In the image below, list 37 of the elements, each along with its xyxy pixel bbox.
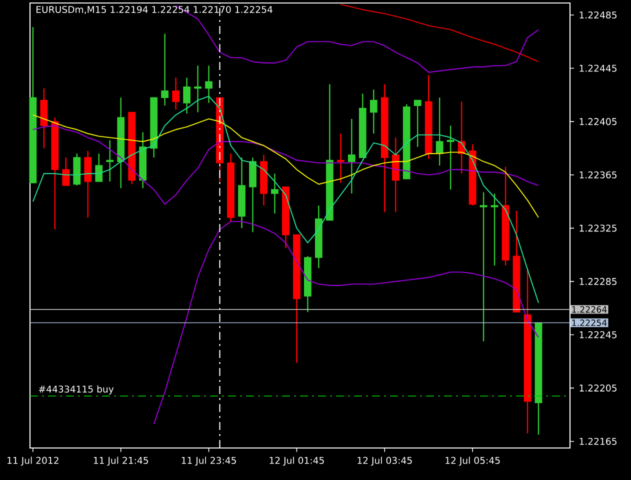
candlestick (183, 77, 190, 114)
candlestick (106, 140, 114, 182)
x-tick-label: 11 Jul 23:45 (182, 456, 236, 466)
ref-line-label: #44334115 buy (38, 385, 114, 394)
candlestick (95, 152, 103, 182)
candlestick (370, 89, 378, 134)
candlestick (480, 192, 488, 342)
candlestick (436, 97, 444, 166)
line-series (340, 4, 540, 62)
candlestick (414, 100, 422, 148)
x-tick-label: 12 Jul 05:45 (446, 456, 500, 466)
y-tick-label: 1.22245 (580, 331, 616, 338)
candlestick (348, 118, 356, 194)
candlestick (172, 77, 180, 110)
y-tick-label: 1.22285 (580, 278, 616, 285)
x-tick-label: 11 Jul 21:45 (94, 456, 148, 466)
y-tick-label: 1.22405 (580, 118, 616, 126)
y-tick-label: 1.22365 (580, 171, 616, 178)
candlestick (194, 65, 202, 113)
ref-line-label: 1.22264 (572, 306, 607, 313)
x-tick-label: 11 Jul 2012 (8, 456, 58, 466)
y-tick-label: 1.22325 (580, 224, 616, 232)
y-tick-label: 1.22205 (580, 384, 616, 392)
candlestick (205, 65, 212, 104)
candlestick (84, 150, 92, 218)
candlestick (336, 132, 344, 184)
candlestick (161, 33, 169, 106)
candlestick (271, 172, 278, 214)
x-tick-label: 12 Jul 03:45 (358, 456, 412, 466)
y-tick-label: 1.22165 (580, 438, 616, 445)
candlestick (62, 156, 70, 186)
x-tick-label: 12 Jul 01:45 (270, 456, 324, 466)
y-tick-label: 1.22445 (580, 64, 616, 72)
ref-line-label: 1.22254 (572, 319, 607, 326)
candlestick (490, 192, 498, 266)
candlestick (446, 124, 454, 190)
y-tick-label: 1.22485 (580, 11, 616, 19)
